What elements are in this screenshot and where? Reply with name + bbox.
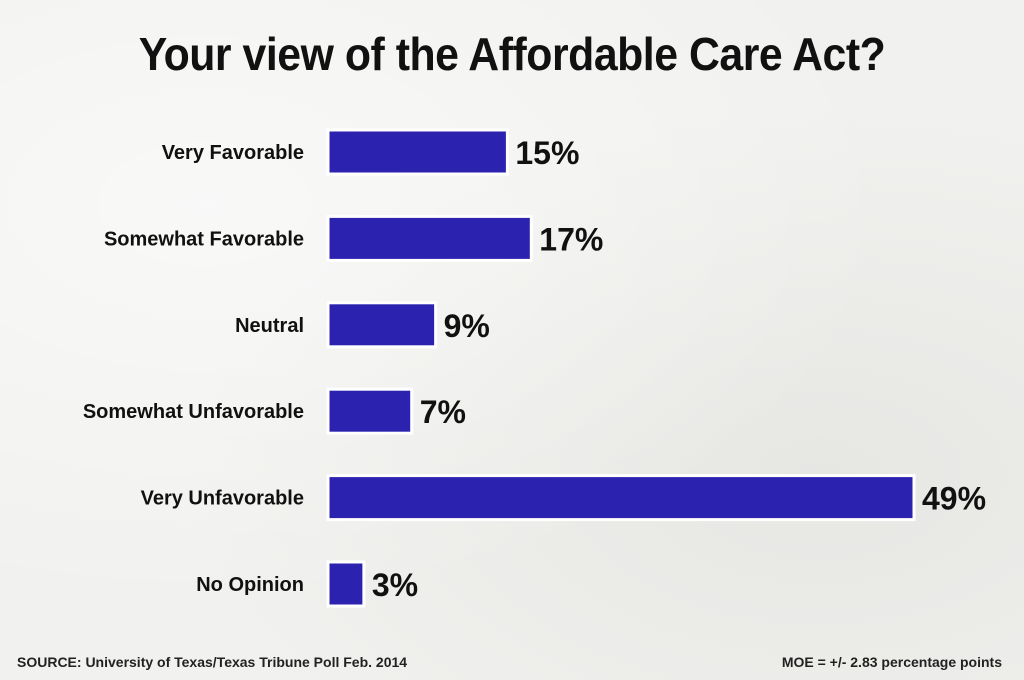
value-label-very-unfavorable: 49% bbox=[922, 481, 986, 517]
bar-somewhat-unfavorable bbox=[326, 387, 414, 435]
moe-note: MOE = +/- 2.83 percentage points bbox=[781, 654, 1002, 670]
category-label-no-opinion: No Opinion bbox=[196, 574, 304, 596]
category-label-somewhat-favorable: Somewhat Favorable bbox=[104, 228, 304, 250]
source-note: SOURCE: University of Texas/Texas Tribun… bbox=[17, 654, 408, 670]
category-label-somewhat-unfavorable: Somewhat Unfavorable bbox=[83, 401, 304, 423]
value-label-no-opinion: 3% bbox=[372, 567, 418, 603]
bar-very-unfavorable bbox=[326, 474, 916, 522]
value-label-somewhat-favorable: 17% bbox=[539, 221, 603, 257]
category-label-very-favorable: Very Favorable bbox=[162, 142, 304, 164]
value-label-somewhat-unfavorable: 7% bbox=[420, 394, 466, 430]
value-label-neutral: 9% bbox=[444, 308, 490, 344]
bar-somewhat-favorable bbox=[326, 214, 533, 262]
bar-neutral bbox=[326, 301, 438, 349]
bar-very-favorable bbox=[326, 128, 509, 176]
value-label-very-favorable: 15% bbox=[515, 135, 579, 171]
category-label-neutral: Neutral bbox=[235, 315, 304, 337]
bar-no-opinion bbox=[326, 560, 366, 608]
category-label-very-unfavorable: Very Unfavorable bbox=[141, 488, 304, 510]
chart-title: Your view of the Affordable Care Act? bbox=[138, 28, 886, 80]
